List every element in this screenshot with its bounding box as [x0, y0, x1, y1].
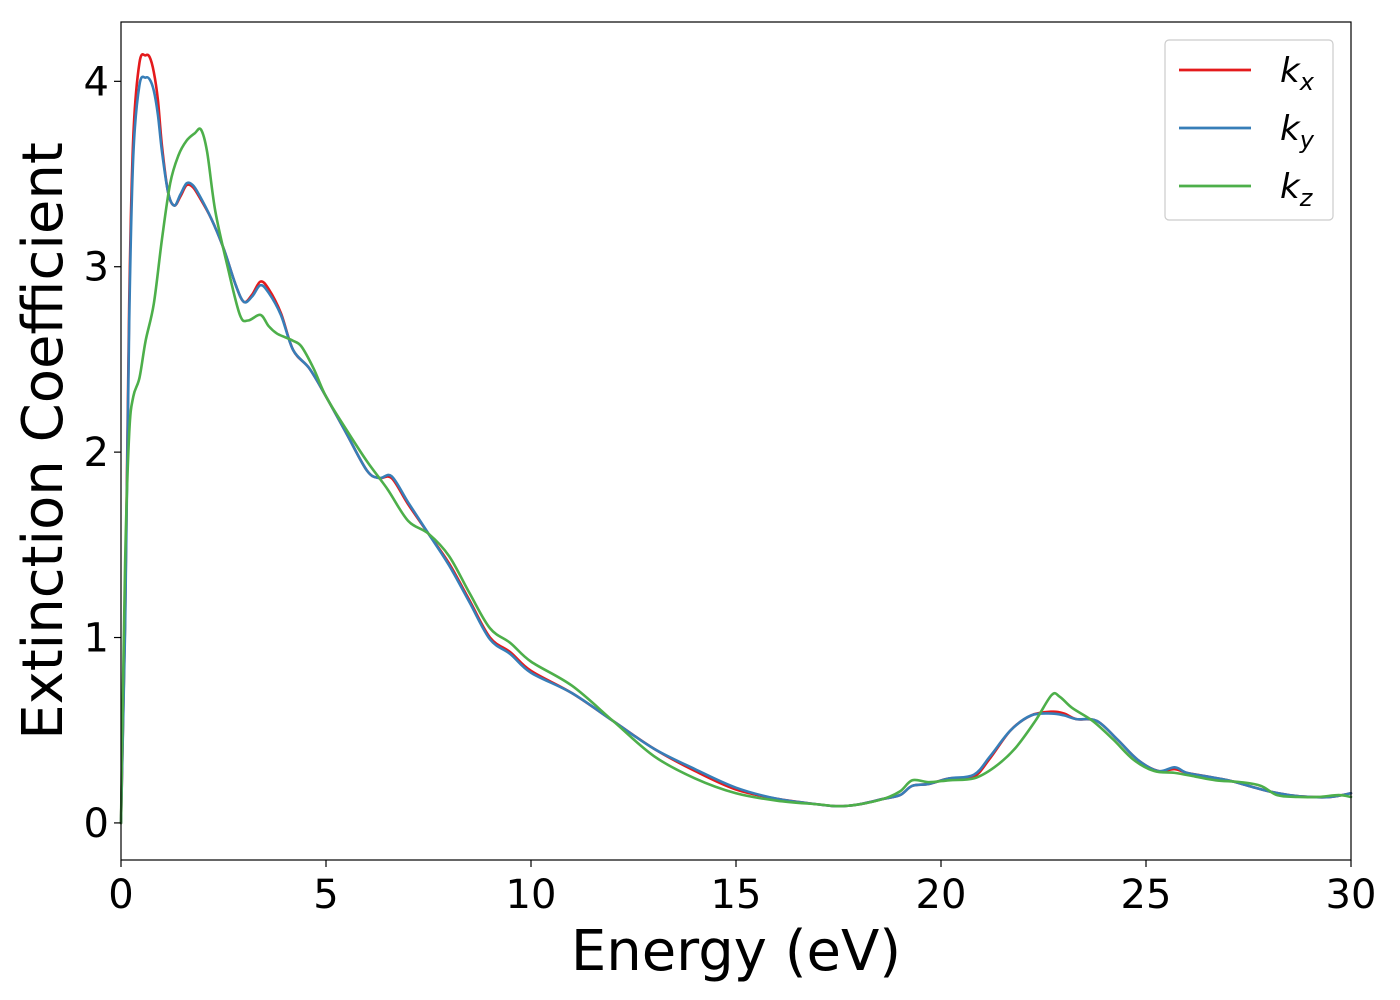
x-tick-label: 25	[1121, 872, 1172, 918]
legend-label-k-x: kx	[1280, 51, 1315, 96]
x-tick-label: 10	[506, 872, 557, 918]
y-tick-label: 0	[84, 801, 109, 847]
x-tick-label: 5	[313, 872, 338, 918]
legend: kx ky kz	[1164, 39, 1334, 221]
y-tick-label: 2	[84, 430, 109, 476]
y-tick-label: 1	[84, 616, 109, 662]
y-axis-label: Extinction Coefficient	[11, 142, 76, 740]
y-axis-ticks: 0 1 2 3 4	[84, 59, 121, 847]
x-axis-ticks: 0 5 10 15 20 25 30	[108, 860, 1376, 918]
series-line-k-z	[119, 127, 1353, 825]
x-tick-label: 15	[711, 872, 762, 918]
x-tick-label: 30	[1326, 872, 1377, 918]
legend-label-k-y: ky	[1280, 109, 1315, 154]
legend-label-k-z: kz	[1280, 167, 1314, 212]
x-axis-label: Energy (eV)	[571, 919, 901, 984]
y-tick-label: 4	[84, 59, 109, 105]
x-tick-label: 0	[108, 872, 133, 918]
y-tick-label: 3	[84, 245, 109, 291]
legend-box	[1164, 39, 1334, 221]
x-tick-label: 20	[916, 872, 967, 918]
series-layer	[119, 53, 1353, 825]
